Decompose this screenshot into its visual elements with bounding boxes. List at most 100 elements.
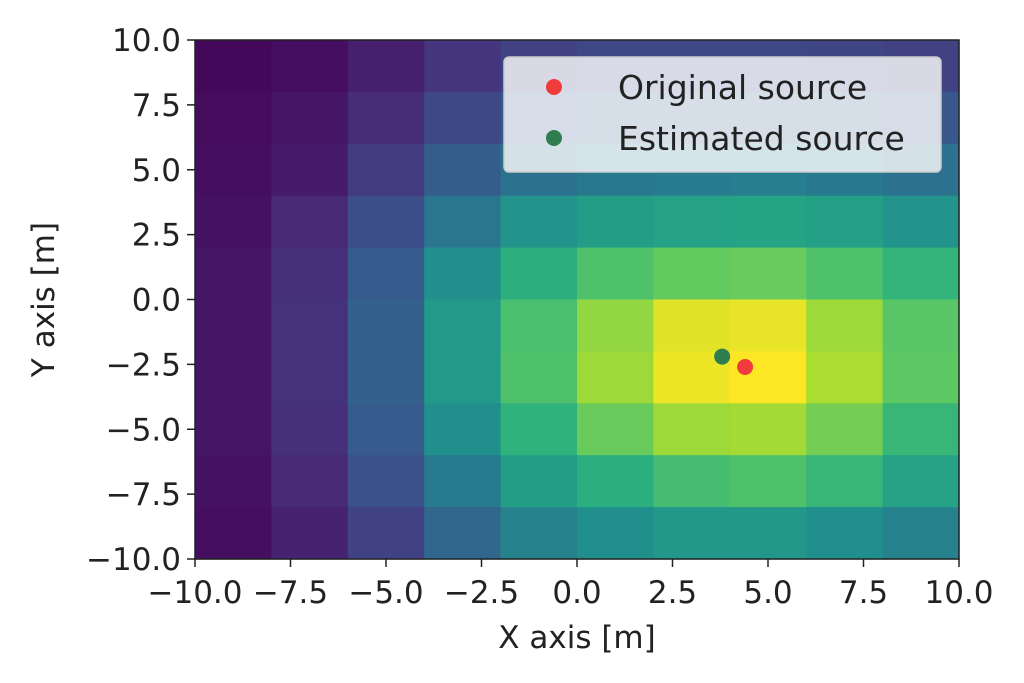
y-tick-label: −10.0 xyxy=(86,542,181,578)
x-tick-label: 7.5 xyxy=(839,575,888,611)
y-tick-label: 5.0 xyxy=(132,153,181,189)
heatmap-cell xyxy=(195,195,272,249)
heatmap-cell xyxy=(424,351,502,404)
x-tick-label: 0.0 xyxy=(552,575,601,611)
heatmap-cell xyxy=(271,455,349,508)
heatmap-cell xyxy=(424,507,502,560)
heatmap-cell xyxy=(195,40,272,93)
y-axis-ticks: 10.0 7.5 5.0 2.5 0.0 −2.5 −5.0 −7.5 −10.0 xyxy=(86,23,195,578)
heatmap-cell xyxy=(806,195,884,249)
heatmap-cell xyxy=(882,455,960,508)
heatmap-cell xyxy=(806,351,884,404)
original-source-point xyxy=(737,358,754,375)
x-tick-label: −5.0 xyxy=(348,575,423,611)
heatmap-cell xyxy=(195,91,272,145)
heatmap-cell xyxy=(347,40,425,93)
heatmap-cell xyxy=(729,403,807,456)
heatmap-cell xyxy=(271,195,349,249)
x-tick-label: −7.5 xyxy=(253,575,328,611)
heatmap-cell xyxy=(195,403,272,456)
heatmap-cell xyxy=(195,299,272,352)
heatmap-cell xyxy=(577,455,654,508)
y-tick-label: 7.5 xyxy=(132,88,181,124)
heatmap-cell xyxy=(195,247,272,301)
heatmap-cell xyxy=(424,247,502,301)
heatmap-cell xyxy=(500,403,578,456)
heatmap-cell xyxy=(729,195,807,249)
y-tick-label: 0.0 xyxy=(132,283,181,319)
y-tick-label: −5.0 xyxy=(106,412,181,448)
heatmap-cell xyxy=(882,403,960,456)
heatmap-cell xyxy=(271,299,349,352)
x-axis-label: X axis [m] xyxy=(498,620,655,656)
heatmap-cell xyxy=(195,351,272,404)
heatmap-cell xyxy=(653,455,731,508)
heatmap-cell xyxy=(882,507,960,560)
estimated-source-point xyxy=(714,348,731,365)
heatmap-cell xyxy=(729,299,807,352)
heatmap-cell xyxy=(806,299,884,352)
x-tick-label: 2.5 xyxy=(648,575,697,611)
legend: Original source Estimated source xyxy=(503,56,942,173)
heatmap-cell xyxy=(500,299,578,352)
heatmap-cell xyxy=(653,247,731,301)
heatmap-cell xyxy=(653,403,731,456)
heatmap-cell xyxy=(729,351,807,404)
heatmap-cell xyxy=(347,351,425,404)
heatmap-cell xyxy=(271,40,349,93)
heatmap-cell xyxy=(271,143,349,197)
heatmap-cell xyxy=(500,455,578,508)
heatmap-cell xyxy=(424,299,502,352)
legend-box xyxy=(503,56,942,173)
source-points xyxy=(714,348,754,375)
heatmap-cell xyxy=(195,507,272,560)
heatmap-cell xyxy=(424,195,502,249)
heatmap-cell xyxy=(271,351,349,404)
heatmap-cell xyxy=(424,143,502,197)
legend-label-estimated-source: Estimated source xyxy=(618,119,905,158)
heatmap-cell xyxy=(195,143,272,197)
x-tick-label: −10.0 xyxy=(148,575,243,611)
heatmap-cell xyxy=(271,403,349,456)
heatmap-cell xyxy=(806,247,884,301)
heatmap-cell xyxy=(806,403,884,456)
heatmap-cell xyxy=(347,247,425,301)
heatmap-cell xyxy=(347,403,425,456)
heatmap-cell xyxy=(653,299,731,352)
heatmap-cell xyxy=(500,507,578,560)
heatmap-cell xyxy=(577,195,654,249)
heatmap-cell xyxy=(347,507,425,560)
heatmap-cell xyxy=(347,299,425,352)
heatmap-cell xyxy=(729,507,807,560)
heatmap-cell xyxy=(500,247,578,301)
x-tick-label: 10.0 xyxy=(924,575,993,611)
heatmap-cell xyxy=(729,455,807,508)
heatmap-cell xyxy=(653,195,731,249)
heatmap-cell xyxy=(347,195,425,249)
heatmap-cell xyxy=(271,91,349,145)
y-axis-label: Y axis [m] xyxy=(26,222,62,378)
heatmap-cell xyxy=(424,40,502,93)
heatmap-cell xyxy=(424,91,502,145)
heatmap-cell xyxy=(271,247,349,301)
heatmap-cell xyxy=(882,351,960,404)
heatmap-cell xyxy=(806,455,884,508)
x-tick-label: −2.5 xyxy=(444,575,519,611)
legend-marker-original-source xyxy=(546,79,562,95)
heatmap-cell xyxy=(500,351,578,404)
heatmap-cell xyxy=(347,91,425,145)
heatmap-cell xyxy=(577,351,654,404)
heatmap-cell xyxy=(882,195,960,249)
heatmap-cell xyxy=(577,247,654,301)
heatmap-cell xyxy=(500,195,578,249)
heatmap-cell xyxy=(806,507,884,560)
y-tick-label: −2.5 xyxy=(106,347,181,383)
heatmap-cell xyxy=(271,507,349,560)
legend-label-original-source: Original source xyxy=(618,68,867,107)
heatmap-cell xyxy=(577,403,654,456)
y-tick-label: −7.5 xyxy=(106,477,181,513)
y-tick-label: 2.5 xyxy=(132,218,181,254)
heatmap-cell xyxy=(577,299,654,352)
x-axis-ticks: −10.0 −7.5 −5.0 −2.5 0.0 2.5 5.0 7.5 10.0 xyxy=(148,559,994,611)
heatmap-cell xyxy=(347,143,425,197)
